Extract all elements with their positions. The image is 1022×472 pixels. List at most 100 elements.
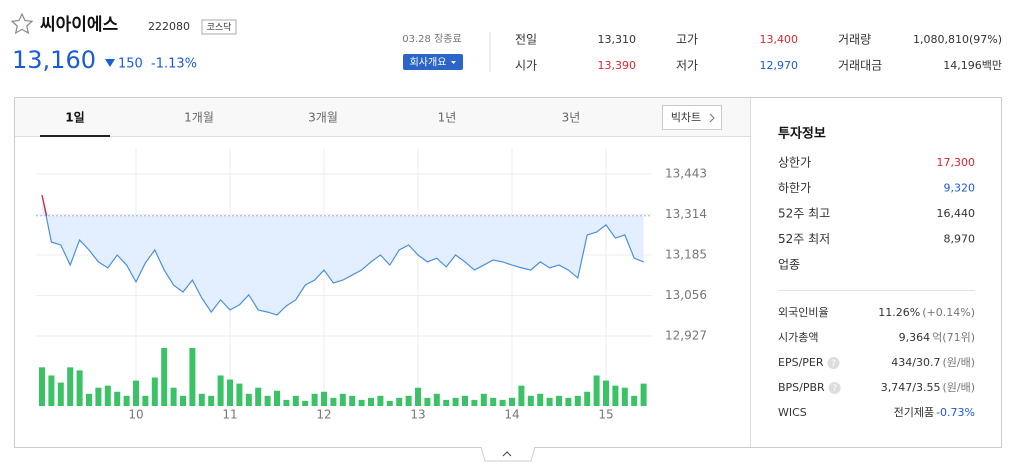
invest-note: (원/배) [942,381,975,394]
invest-value: 11.26% [878,306,920,319]
price-change: 150 [118,57,143,72]
period-tab[interactable]: 1개월 [184,111,214,125]
volume-bar [123,395,130,406]
favorite-star[interactable] [10,12,34,35]
invest-value: 16,440 [937,207,976,220]
summary-label: 시가 [515,59,537,73]
period-tab[interactable]: 3년 [562,111,581,125]
volume-bar [518,385,525,406]
invest-title: 투자정보 [778,126,826,142]
volume-bar [283,399,290,406]
collapse-arrow[interactable] [502,451,512,457]
volume-bar [67,367,74,406]
volume-bar [227,379,233,406]
down-arrow [105,59,115,67]
volume-bar [593,375,600,406]
volume-bar [330,397,337,406]
invest-label: BPS/PBR [778,381,825,394]
volume-bar [321,391,327,406]
company-button-text[interactable]: 회사개요 [410,57,447,69]
invest-note: -0.73% [936,406,975,419]
volume-bar [471,399,478,406]
volume-bar [264,395,271,406]
invest-note: (원/배) [942,356,975,369]
market-badge-text: 코스닥 [207,22,232,33]
price-line [41,194,644,316]
big-chart-text[interactable]: 빅차트 [671,111,701,124]
period-tab[interactable]: 1일 [65,111,84,125]
x-tick-label: 14 [504,408,519,422]
big-chart-button[interactable] [662,105,722,130]
volume-bar [170,387,177,406]
volume-bar [302,400,309,406]
invest-value: 3,747/3.55 [881,381,941,394]
volume-bar [39,367,45,406]
volume-bar [292,395,299,406]
volume-bar [556,395,562,406]
help-text: ? [831,359,836,369]
company-button[interactable] [403,54,463,70]
price-rate: -1.13% [151,57,197,72]
help-icon [827,357,840,369]
volume-bar [180,395,186,406]
volume-bar [114,391,121,406]
volume-bar [95,387,102,406]
volume-bar [631,395,638,406]
volume-bar [377,395,384,406]
summary-label: 전일 [515,33,537,47]
y-tick-label: 13,185 [665,248,707,262]
volume-bar [86,393,92,406]
volume-bar [443,399,450,406]
summary-value: 13,400 [760,33,799,46]
market-status: 03.28 장종료 [402,33,461,45]
volume-bar [358,399,365,406]
summary-value: 13,390 [598,59,637,72]
summary-value: 12,970 [760,59,799,72]
invest-info: 상한가 17,300 하한가 9,320 52주 최고 16,440 52주 최저 8,970… [778,156,975,420]
volume-bar [76,370,83,406]
invest-note: 억(71위) [932,331,975,344]
y-tick-label: 13,314 [665,207,707,221]
help-icon [828,382,841,394]
x-tick-label: 13 [410,408,425,422]
volume-bar [208,395,215,406]
volume-bar [339,393,346,406]
volume-bar [57,382,64,406]
invest-value: 9,320 [944,182,976,195]
x-tick-label: 12 [316,408,331,422]
invest-value: 9,364 [899,331,931,344]
chevron [709,113,715,123]
volume-bar [133,380,139,406]
invest-value: 전기제품 [894,406,934,419]
invest-label: 하한가 [778,181,811,195]
invest-label: WICS [778,406,807,419]
y-tick-label: 13,443 [665,167,707,181]
collapse-handle[interactable] [480,446,536,462]
price-line-up [41,194,48,216]
summary-value: 1,080,810(97%) [913,33,1002,46]
volume-bar [480,393,487,406]
invest-value: 434/30.7 [891,356,940,369]
summary-label: 거래대금 [838,59,882,73]
summary-value: 13,310 [598,33,637,46]
volume-bar [490,397,497,406]
invest-label: 상한가 [778,156,811,170]
y-tick-label: 12,927 [665,328,707,342]
period-tab[interactable]: 1년 [438,111,457,125]
invest-note: (+0.14%) [922,306,975,319]
volume-bar [104,385,111,406]
period-tab[interactable]: 3개월 [308,111,338,125]
volume-bar [386,400,393,406]
volume-bar [584,391,591,406]
volume-bar [640,383,647,406]
current-price: 13,160 [12,46,96,74]
volume-bar [217,375,224,406]
volume-bar [537,393,544,406]
volume-bar [368,397,374,406]
volume-bar [274,390,280,406]
tab-bar [15,98,750,136]
invest-value: 17,300 [937,156,976,169]
volume-bar [415,387,421,406]
